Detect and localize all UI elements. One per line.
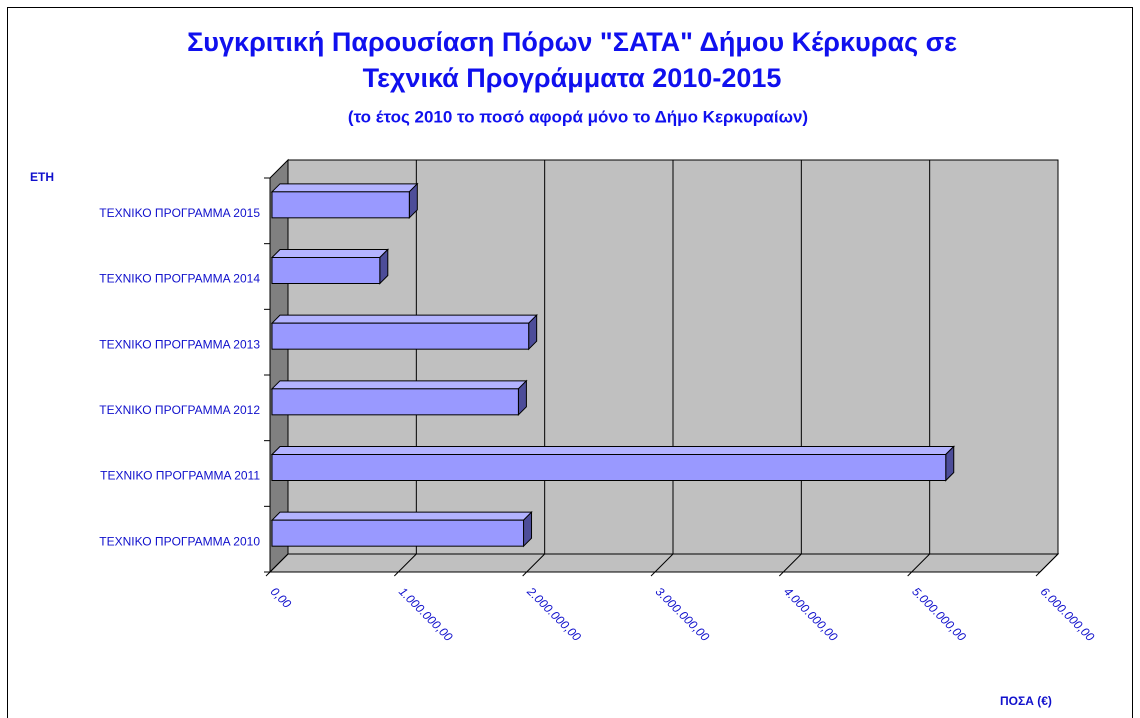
- y-tick-label: ΤΕΧΝΙΚΟ ΠΡΟΓΡΑΜΜΑ 2014: [99, 272, 260, 286]
- y-tick-label: ΤΕΧΝΙΚΟ ΠΡΟΓΡΑΜΜΑ 2012: [99, 403, 260, 417]
- x-tick: [778, 571, 784, 577]
- y-tick-label: ΤΕΧΝΙΚΟ ΠΡΟΓΡΑΜΜΑ 2010: [99, 534, 260, 548]
- y-tick-label: ΤΕΧΝΙΚΟ ΠΡΟΓΡΑΜΜΑ 2013: [99, 337, 260, 351]
- x-tick: [650, 571, 656, 577]
- x-tick: [907, 571, 913, 577]
- left-wall: [269, 158, 289, 574]
- bar: [271, 388, 519, 416]
- bar: [271, 257, 381, 284]
- x-axis-label: ΠΟΣΑ (€): [1000, 694, 1052, 708]
- bar: [271, 519, 525, 547]
- floor-line: [269, 553, 289, 573]
- floor-line: [654, 553, 674, 573]
- x-tick: [1035, 571, 1041, 577]
- floor-line: [782, 553, 802, 573]
- y-tick-label: ΤΕΧΝΙΚΟ ΠΡΟΓΡΑΜΜΑ 2015: [99, 206, 260, 220]
- floor-line: [526, 553, 546, 573]
- bar-top: [270, 314, 538, 324]
- chart-title: Τεχνικά Προγράμματα 2010-2015: [363, 63, 782, 93]
- bar-top: [270, 446, 955, 455]
- bar-top: [270, 183, 419, 193]
- y-axis-label: ΕΤΗ: [30, 170, 54, 184]
- y-tick-label: ΤΕΧΝΙΚΟ ΠΡΟΓΡΑΜΜΑ 2011: [100, 469, 260, 483]
- chart-title: Συγκριτική Παρουσίαση Πόρων "ΣΑΤΑ" Δήμου…: [187, 27, 957, 57]
- floor-line: [911, 553, 931, 573]
- bar: [271, 454, 947, 481]
- x-tick: [522, 571, 528, 577]
- floor-line: [1039, 553, 1059, 573]
- bar-top: [270, 511, 533, 521]
- bar: [271, 191, 410, 219]
- bar: [271, 322, 530, 350]
- bar-top: [270, 380, 528, 390]
- x-tick: [265, 571, 271, 577]
- bar-top: [270, 249, 390, 258]
- chart-subtitle: (το έτος 2010 το ποσό αφορά μόνο το Δήμο…: [348, 107, 808, 126]
- floor-line: [397, 553, 417, 573]
- x-tick: [393, 571, 399, 577]
